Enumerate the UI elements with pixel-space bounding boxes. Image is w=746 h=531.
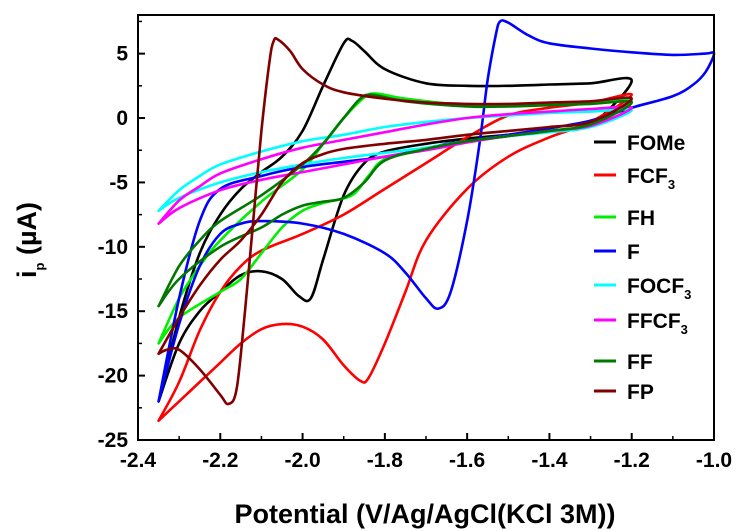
y-tick-label: 5 bbox=[116, 43, 128, 66]
legend-label-ff: FF bbox=[627, 351, 653, 374]
legend-label-sub: 3 bbox=[684, 287, 691, 302]
x-tick-label: -1.4 bbox=[531, 449, 568, 472]
x-tick-label: -1.0 bbox=[696, 449, 732, 472]
x-tick-label: -1.2 bbox=[614, 449, 650, 472]
legend-label-fome: FOMe bbox=[627, 132, 685, 155]
legend-label-main: FCF bbox=[627, 165, 668, 188]
series-line-focf3 bbox=[157, 108, 633, 213]
series-line-fome bbox=[157, 37, 633, 403]
legend-label-sub: 3 bbox=[668, 177, 675, 192]
y-tick-label: -15 bbox=[98, 300, 129, 323]
y-tick-label: -20 bbox=[98, 365, 128, 388]
legend-label-main: FOMe bbox=[627, 132, 685, 155]
y-tick-label: -10 bbox=[98, 236, 128, 259]
x-axis-ticks: -2.4 -2.2 -2.0 -1.8 -1.6 -1.4 -1.2 -1.0 bbox=[120, 433, 732, 472]
legend-label-focf3: FOCF3 bbox=[627, 275, 691, 302]
series-line-fcf3 bbox=[157, 92, 633, 422]
legend-label-f: F bbox=[627, 241, 640, 264]
x-tick-label: -1.6 bbox=[449, 449, 485, 472]
legend-label-sub: 3 bbox=[681, 322, 688, 337]
legend-label-main: FF bbox=[627, 351, 653, 374]
legend-label-main: FOCF bbox=[627, 275, 684, 298]
x-tick-label: -2.2 bbox=[202, 449, 238, 472]
legend-label-main: F bbox=[627, 241, 640, 264]
legend-label-main: FH bbox=[627, 207, 655, 230]
x-tick-label: -1.8 bbox=[367, 449, 404, 472]
y-axis-ticks: 5 0 -5 -10 -15 -20 -25 bbox=[98, 20, 145, 452]
x-tick-label: -2.4 bbox=[120, 449, 157, 472]
y-axis-title-unit: (µA) bbox=[12, 202, 42, 263]
y-tick-label: 0 bbox=[116, 107, 128, 130]
legend-label-ffcf3: FFCF3 bbox=[627, 310, 688, 337]
y-axis-title-main: i bbox=[12, 270, 42, 278]
series-curves bbox=[157, 19, 716, 422]
legend-label-main: FFCF bbox=[627, 310, 681, 333]
y-axis-title-sub: p bbox=[32, 262, 47, 270]
x-axis-title: Potential (V/Ag/AgCl(KCl 3M)) bbox=[235, 499, 616, 529]
y-tick-label: -25 bbox=[98, 429, 129, 452]
legend-label-fp: FP bbox=[627, 381, 654, 404]
legend-label-fcf3: FCF3 bbox=[627, 165, 675, 192]
legend-label-fh: FH bbox=[627, 207, 655, 230]
series-line-fp bbox=[157, 36, 633, 406]
x-tick-label: -2.0 bbox=[284, 449, 320, 472]
series-line-ffcf3 bbox=[157, 105, 633, 225]
legend-label-main: FP bbox=[627, 381, 654, 404]
y-tick-label: -5 bbox=[109, 171, 128, 194]
y-axis-title: ip (µA) bbox=[12, 202, 47, 278]
